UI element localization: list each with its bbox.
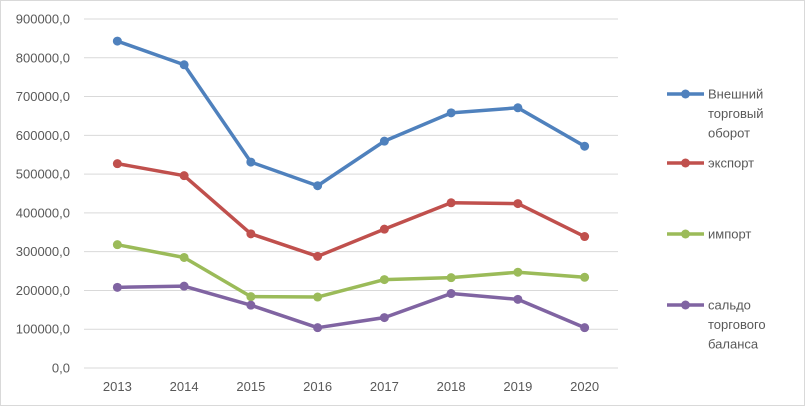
x-tick-label: 2018 bbox=[437, 379, 466, 394]
data-point bbox=[313, 181, 323, 191]
y-tick-label: 500000,0 bbox=[16, 167, 70, 182]
series-line bbox=[115, 161, 587, 259]
y-tick-label: 400000,0 bbox=[16, 205, 70, 220]
data-point bbox=[446, 289, 456, 299]
data-point bbox=[179, 60, 189, 70]
data-point bbox=[179, 171, 189, 181]
data-point bbox=[379, 275, 389, 285]
data-point bbox=[513, 103, 523, 113]
x-tick-label: 2013 bbox=[103, 379, 132, 394]
y-tick-label: 600000,0 bbox=[16, 128, 70, 143]
data-point bbox=[313, 292, 323, 302]
data-point bbox=[313, 323, 323, 333]
data-point bbox=[313, 251, 323, 261]
data-point bbox=[580, 141, 590, 151]
legend-label: импорт bbox=[708, 227, 751, 242]
series-line bbox=[115, 242, 587, 299]
x-tick-label: 2015 bbox=[236, 379, 265, 394]
data-point bbox=[446, 198, 456, 208]
data-point bbox=[179, 281, 189, 291]
y-tick-label: 900000,0 bbox=[16, 12, 70, 27]
data-point bbox=[446, 108, 456, 118]
data-point bbox=[246, 229, 256, 239]
y-tick-label: 800000,0 bbox=[16, 50, 70, 65]
y-tick-label: 300000,0 bbox=[16, 244, 70, 259]
data-point bbox=[513, 294, 523, 304]
series-line bbox=[115, 284, 587, 330]
x-tick-label: 2014 bbox=[170, 379, 199, 394]
x-tick-label: 2017 bbox=[370, 379, 399, 394]
x-tick-label: 2016 bbox=[303, 379, 332, 394]
x-tick-label: 2020 bbox=[570, 379, 599, 394]
legend-swatch-marker bbox=[681, 229, 690, 239]
data-point bbox=[112, 159, 122, 169]
data-point bbox=[246, 300, 256, 310]
data-point bbox=[112, 282, 122, 292]
data-point bbox=[246, 292, 256, 302]
y-tick-label: 700000,0 bbox=[16, 89, 70, 104]
data-point bbox=[580, 323, 590, 333]
x-tick-label: 2019 bbox=[503, 379, 532, 394]
legend-swatch-marker bbox=[681, 89, 690, 99]
data-point bbox=[580, 272, 590, 282]
data-point bbox=[379, 224, 389, 234]
data-point bbox=[379, 136, 389, 146]
legend-label: сальдо торгового баланса bbox=[708, 298, 766, 352]
data-point bbox=[112, 240, 122, 250]
legend-label: экспорт bbox=[708, 156, 754, 171]
data-point bbox=[513, 199, 523, 209]
y-tick-label: 100000,0 bbox=[16, 322, 70, 337]
data-point bbox=[580, 232, 590, 242]
data-point bbox=[246, 157, 256, 167]
data-point bbox=[112, 36, 122, 46]
data-point bbox=[513, 267, 523, 277]
legend-swatch-marker bbox=[681, 300, 690, 310]
data-point bbox=[446, 273, 456, 283]
y-tick-label: 200000,0 bbox=[16, 283, 70, 298]
data-point bbox=[179, 252, 189, 262]
legend-swatch-marker bbox=[681, 158, 690, 168]
data-point bbox=[379, 313, 389, 323]
y-tick-label: 0,0 bbox=[52, 361, 70, 376]
series-line bbox=[115, 39, 587, 188]
legend-label: Внешний торговый оборот bbox=[708, 87, 763, 141]
